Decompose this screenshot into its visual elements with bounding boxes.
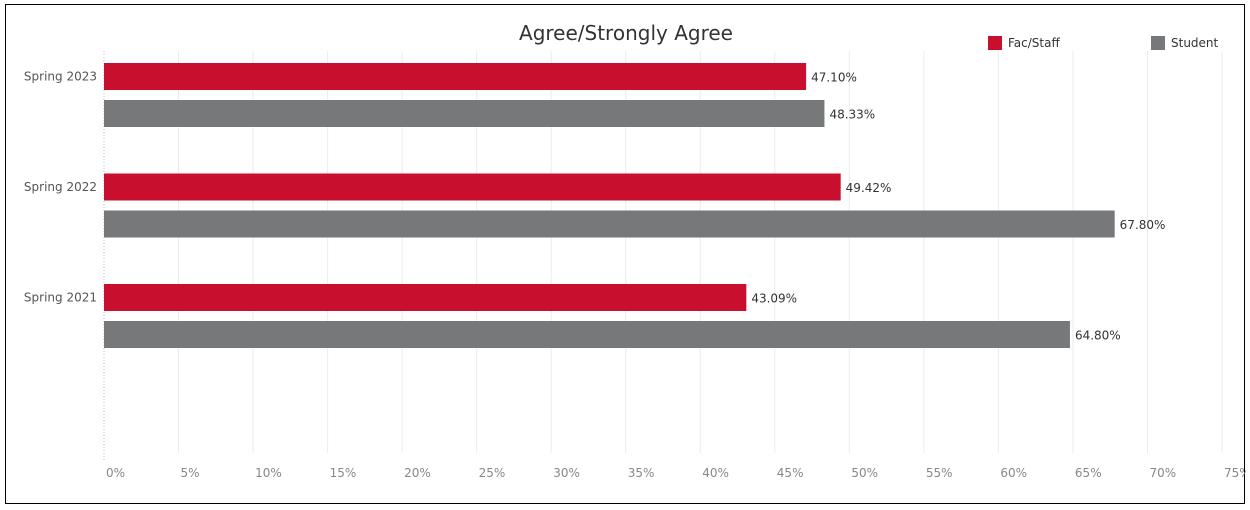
bar xyxy=(104,63,807,90)
x-tick-label: 50% xyxy=(851,466,878,480)
bar xyxy=(104,100,825,127)
x-tick-label: 65% xyxy=(1075,466,1102,480)
x-tick-label: 55% xyxy=(926,466,953,480)
category-label: Spring 2022 xyxy=(24,180,97,194)
x-tick-label: 15% xyxy=(330,466,357,480)
data-label: 47.10% xyxy=(811,71,857,85)
data-label: 49.42% xyxy=(846,181,892,195)
x-tick-label: 0% xyxy=(106,466,125,480)
bar xyxy=(104,210,1115,238)
x-tick-label: 45% xyxy=(777,466,804,480)
x-tick-label: 35% xyxy=(628,466,655,480)
chart-frame: Agree/Strongly Agree Fac/Staff Student 0… xyxy=(5,4,1246,504)
x-tick-label: 60% xyxy=(1000,466,1027,480)
category-label: Spring 2021 xyxy=(24,291,97,305)
data-label: 43.09% xyxy=(751,292,797,306)
data-label: 64.80% xyxy=(1075,329,1121,343)
chart-title: Agree/Strongly Agree xyxy=(519,21,733,45)
x-tick-label: 25% xyxy=(479,466,506,480)
legend-label-student: Student xyxy=(1171,36,1219,50)
x-tick-label: 10% xyxy=(255,466,282,480)
bar xyxy=(104,321,1070,348)
x-tick-label: 75% xyxy=(1224,466,1246,480)
legend-item-student[interactable]: Student xyxy=(1151,36,1218,50)
legend-swatch-student xyxy=(1151,36,1165,50)
legend-label-fac-staff: Fac/Staff xyxy=(1008,36,1060,50)
bar-chart: 0% 5% 10% 15% 20% 25% 30% 35% 40% 45% 50% 55% 60% 65%… xyxy=(24,51,1246,480)
x-tick-label: 5% xyxy=(181,466,200,480)
data-label: 67.80% xyxy=(1120,218,1166,232)
x-tick-label: 70% xyxy=(1149,466,1176,480)
x-tick-label: 20% xyxy=(404,466,431,480)
legend-swatch-fac-staff xyxy=(988,36,1002,50)
bar xyxy=(104,284,747,311)
x-tick-label: 40% xyxy=(702,466,729,480)
data-label: 48.33% xyxy=(829,108,875,122)
category-label: Spring 2023 xyxy=(24,70,97,84)
bar xyxy=(104,173,841,201)
x-tick-label: 30% xyxy=(553,466,580,480)
legend-item-fac-staff[interactable]: Fac/Staff xyxy=(988,36,1060,50)
